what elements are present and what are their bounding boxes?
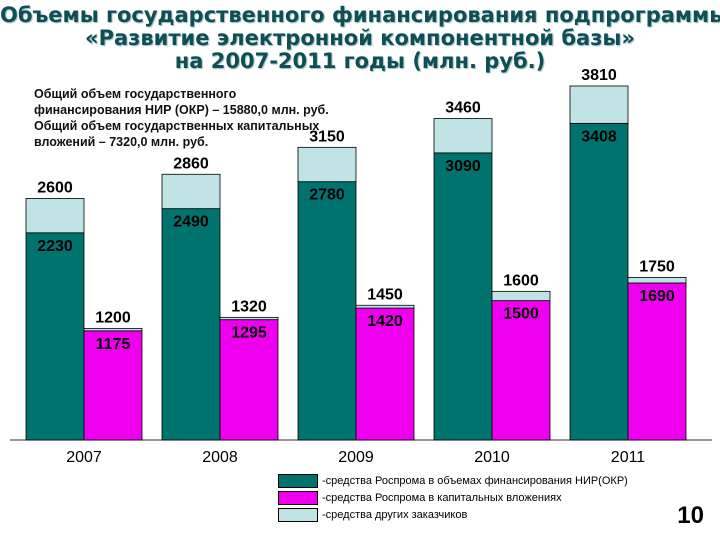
bar-2008-right-capital: [219, 319, 279, 441]
bar-2007-right-other: [83, 328, 143, 332]
legend-swatch-lightblue: [278, 508, 318, 522]
label-main-2009-left: 2780: [309, 187, 345, 204]
legend-label-teal: -средства Роспрома в объемах финансирова…: [322, 475, 628, 487]
label-total-2007-left: 2600: [37, 179, 73, 196]
bar-2010-right-other: [491, 290, 551, 302]
x-tick-2009: 2009: [338, 449, 374, 466]
title-line-1: Объемы государственного финансирования п…: [0, 3, 720, 27]
legend: -средства Роспрома в объемах финансирова…: [278, 473, 698, 524]
bar-2008-left-other: [161, 173, 221, 210]
bar-2009-left-nir: [297, 181, 357, 441]
label-total-2009-left: 3150: [309, 128, 345, 145]
bar-2009-right-capital: [355, 307, 415, 441]
legend-item-magenta: -средства Роспрома в капитальных вложени…: [278, 490, 698, 506]
bar-2011-left-other: [569, 85, 629, 124]
label-main-2007-right: 1175: [96, 336, 131, 353]
x-tick-2011: 2011: [611, 449, 646, 466]
bar-2011-right-capital: [627, 282, 687, 441]
label-main-2011-right: 1690: [639, 288, 675, 305]
legend-item-lightblue: -средства других заказчиков: [278, 507, 698, 523]
label-total-2008-left: 2860: [173, 155, 209, 172]
legend-label-lightblue: -средства других заказчиков: [322, 509, 468, 521]
bar-2009-left-other: [297, 146, 357, 183]
summary-line-2: финансирования НИР (ОКР) – 15880,0 млн. …: [34, 103, 329, 117]
label-total-2009-right: 1450: [367, 286, 403, 303]
label-total-2008-right: 1320: [231, 298, 267, 315]
legend-item-teal: -средства Роспрома в объемах финансирова…: [278, 473, 698, 489]
bar-2007-left-other: [25, 198, 85, 234]
x-tick-2007: 2007: [66, 449, 102, 466]
bar-2007-right-capital: [83, 330, 143, 441]
label-total-2010-right: 1600: [503, 272, 539, 289]
bar-2011-right-other: [627, 277, 687, 284]
bar-2011-left-nir: [569, 122, 629, 441]
bar-2009-right-other: [355, 304, 415, 309]
label-main-2010-left: 3090: [445, 158, 481, 175]
bar-2008-left-nir: [161, 208, 221, 441]
label-total-2010-left: 3460: [445, 100, 481, 117]
chart-title: Объемы государственного финансирования п…: [0, 4, 720, 73]
label-main-2008-right: 1295: [231, 325, 267, 342]
legend-swatch-magenta: [278, 491, 318, 505]
label-main-2009-right: 1420: [367, 313, 403, 330]
page-number: 10: [677, 502, 704, 529]
title-line-3: на 2007-2011 годы (млн. руб.): [174, 49, 546, 73]
legend-swatch-teal: [278, 474, 318, 488]
label-total-2011-left: 3810: [581, 67, 617, 84]
x-tick-2010: 2010: [474, 449, 510, 466]
label-main-2008-left: 2490: [173, 214, 209, 231]
label-main-2010-right: 1500: [503, 306, 539, 323]
bar-2007-left-nir: [25, 232, 85, 441]
legend-label-magenta: -средства Роспрома в капитальных вложени…: [322, 492, 562, 504]
summary-line-3: Общий объем государственных капитальных: [34, 119, 320, 133]
label-total-2007-right: 1200: [95, 310, 131, 327]
label-main-2011-left: 3408: [581, 128, 617, 145]
summary-line-1: Общий объем государственного: [34, 87, 237, 101]
x-tick-2008: 2008: [202, 449, 238, 466]
summary-line-4: вложений – 7320,0 млн. руб.: [34, 135, 209, 149]
funding-summary: Общий объем государственного финансирова…: [34, 86, 404, 150]
label-main-2007-left: 2230: [37, 238, 73, 255]
bar-2010-left-other: [433, 118, 493, 154]
bar-2010-left-nir: [433, 152, 493, 441]
bar-2008-right-other: [219, 316, 279, 321]
title-line-2: «Развитие электронной компонентной базы»: [85, 26, 635, 50]
label-total-2011-right: 1750: [639, 258, 675, 275]
